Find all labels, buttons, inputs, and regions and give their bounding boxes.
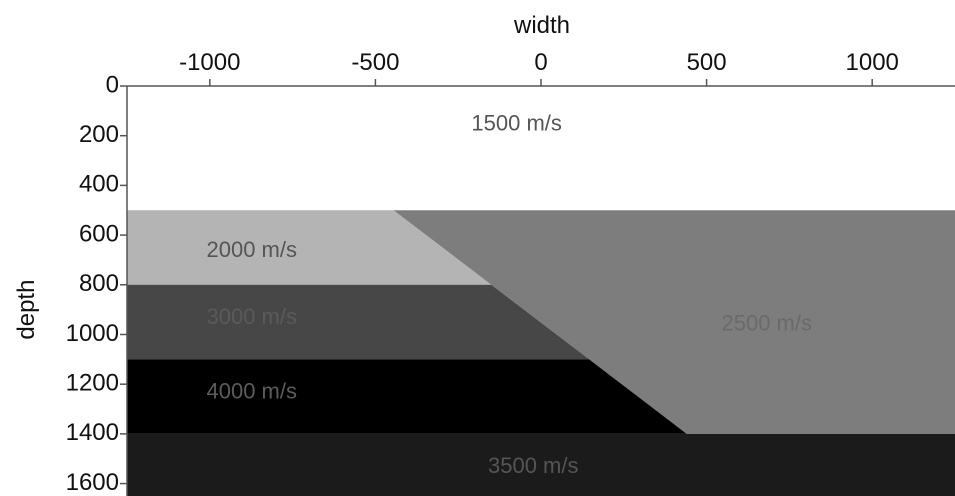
- x-tick-label: -1000: [179, 49, 240, 76]
- y-tick-label: 0: [106, 71, 119, 98]
- y-tick-label: 1400: [66, 419, 119, 446]
- x-axis-ticks: -1000 -500 0 500 1000: [179, 49, 899, 86]
- y-tick-label: 1200: [66, 370, 119, 397]
- layer-label-layer-4000: 4000 m/s: [207, 379, 298, 404]
- layer-layer-4000: [127, 359, 687, 434]
- y-tick-label: 600: [79, 220, 119, 247]
- layer-water: [127, 86, 955, 211]
- layer-label-layer-3000: 3000 m/s: [207, 304, 298, 329]
- y-tick-label: 200: [79, 121, 119, 148]
- x-tick-label: 1000: [846, 49, 899, 76]
- y-tick-label: 400: [79, 171, 119, 198]
- layer-labels: 1500 m/s 2000 m/s 2500 m/s 3000 m/s 4000 m/s…: [207, 110, 813, 478]
- x-axis-title: width: [513, 12, 570, 39]
- axes: -1000 -500 0 500 1000 0 200 400 600 800 1000 1200 1…: [13, 12, 955, 496]
- layer-label-water: 1500 m/s: [471, 110, 562, 135]
- layer-label-layer-3500: 3500 m/s: [488, 453, 579, 478]
- layer-label-layer-2500: 2500 m/s: [722, 310, 813, 335]
- x-tick-label: 0: [534, 49, 547, 76]
- y-axis-ticks: 0 200 400 600 800 1000 1200 1400 1600: [66, 71, 127, 496]
- layer-layer-2000: [127, 210, 492, 285]
- y-tick-label: 800: [79, 270, 119, 297]
- y-tick-label: 1600: [66, 469, 119, 496]
- layer-layer-3500: [127, 433, 955, 496]
- y-axis-title: depth: [13, 280, 40, 340]
- velocity-layers: [127, 86, 955, 496]
- layer-label-layer-2000: 2000 m/s: [207, 237, 298, 262]
- x-tick-label: 500: [687, 49, 727, 76]
- layer-layer-2500: [393, 210, 955, 434]
- layer-layer-3000: [127, 284, 589, 360]
- y-tick-label: 1000: [66, 320, 119, 347]
- x-tick-label: -500: [351, 49, 399, 76]
